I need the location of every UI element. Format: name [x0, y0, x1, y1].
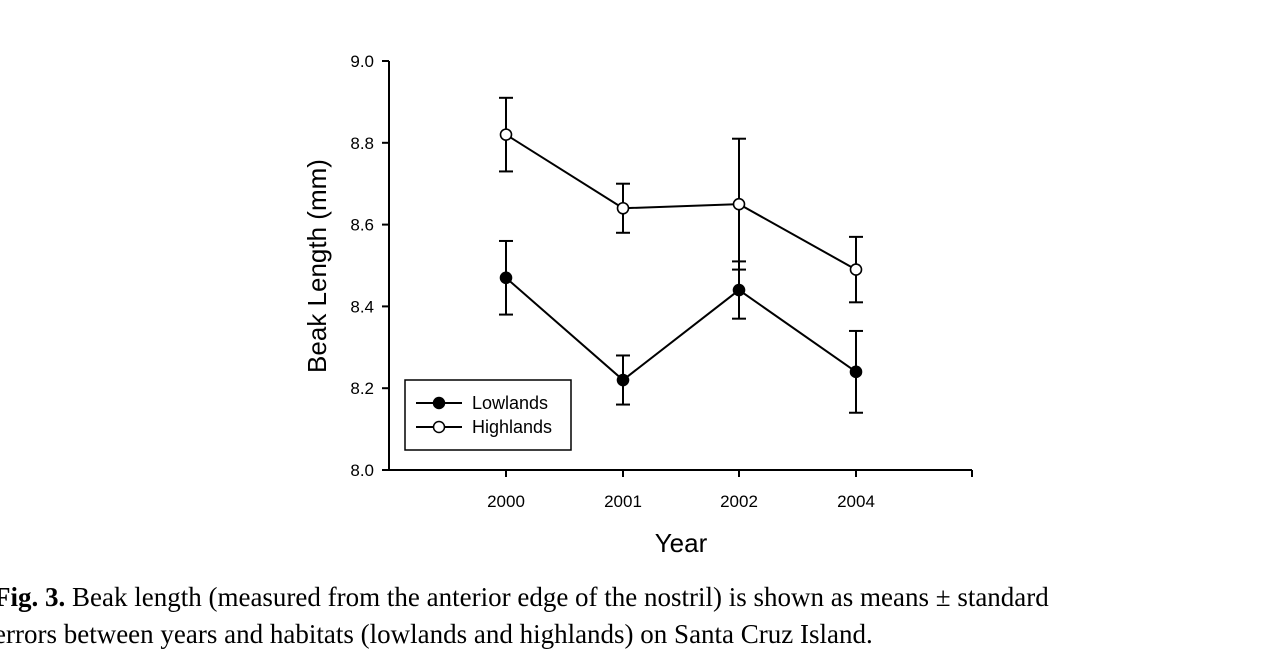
- x-axis-ticks: 2000 2001 2002 2004: [487, 470, 973, 511]
- legend-marker-lowlands: [432, 396, 446, 410]
- x-tick-label: 2000: [487, 492, 525, 511]
- caption-figure-label: Fig. 3.: [0, 582, 66, 612]
- y-tick-label: 8.8: [350, 134, 374, 153]
- y-axis-title: Beak Length (mm): [302, 159, 332, 373]
- figure-caption: Fig. 3. Beak length (measured from the a…: [0, 579, 1276, 653]
- data-point: [616, 201, 630, 215]
- data-point: [849, 263, 863, 276]
- x-tick-label: 2002: [720, 492, 758, 511]
- x-axis-title: Year: [655, 528, 708, 558]
- y-tick-label: 8.6: [350, 216, 374, 235]
- y-tick-label: 8.2: [350, 379, 374, 398]
- legend: Lowlands Highlands: [404, 379, 572, 451]
- x-tick-label: 2001: [604, 492, 642, 511]
- x-tick-label: 2004: [837, 492, 875, 511]
- data-point: [616, 373, 630, 387]
- data-point: [849, 365, 863, 379]
- legend-box: [404, 379, 572, 451]
- caption-line-2: errors between years and habitats (lowla…: [0, 619, 873, 649]
- y-tick-label: 8.0: [350, 461, 374, 480]
- legend-label-lowlands: Lowlands: [472, 393, 548, 413]
- legend-marker-highlands: [432, 420, 446, 434]
- series-line: [505, 133, 857, 271]
- series-layer: [499, 96, 863, 414]
- y-tick-label: 9.0: [350, 52, 374, 71]
- data-point: [732, 283, 746, 297]
- caption-text: Beak length (measured from the anterior …: [65, 582, 1049, 612]
- chart-axes: [388, 61, 972, 471]
- series-lowlands: [499, 239, 863, 414]
- legend-label-highlands: Highlands: [472, 417, 552, 437]
- caption-line-1: Fig. 3. Beak length (measured from the a…: [0, 579, 1276, 616]
- y-axis-ticks: 8.0 8.2 8.4 8.6 8.8 9.0: [350, 52, 389, 480]
- series-line: [505, 277, 857, 382]
- beak-length-chart: 8.0 8.2 8.4 8.6 8.8 9.0 2000 2001 2002 2004 Beak…: [302, 52, 973, 558]
- data-point: [732, 197, 746, 211]
- data-point: [499, 271, 513, 285]
- series-highlands: [499, 96, 863, 304]
- y-tick-label: 8.4: [350, 297, 374, 316]
- data-point: [499, 128, 513, 141]
